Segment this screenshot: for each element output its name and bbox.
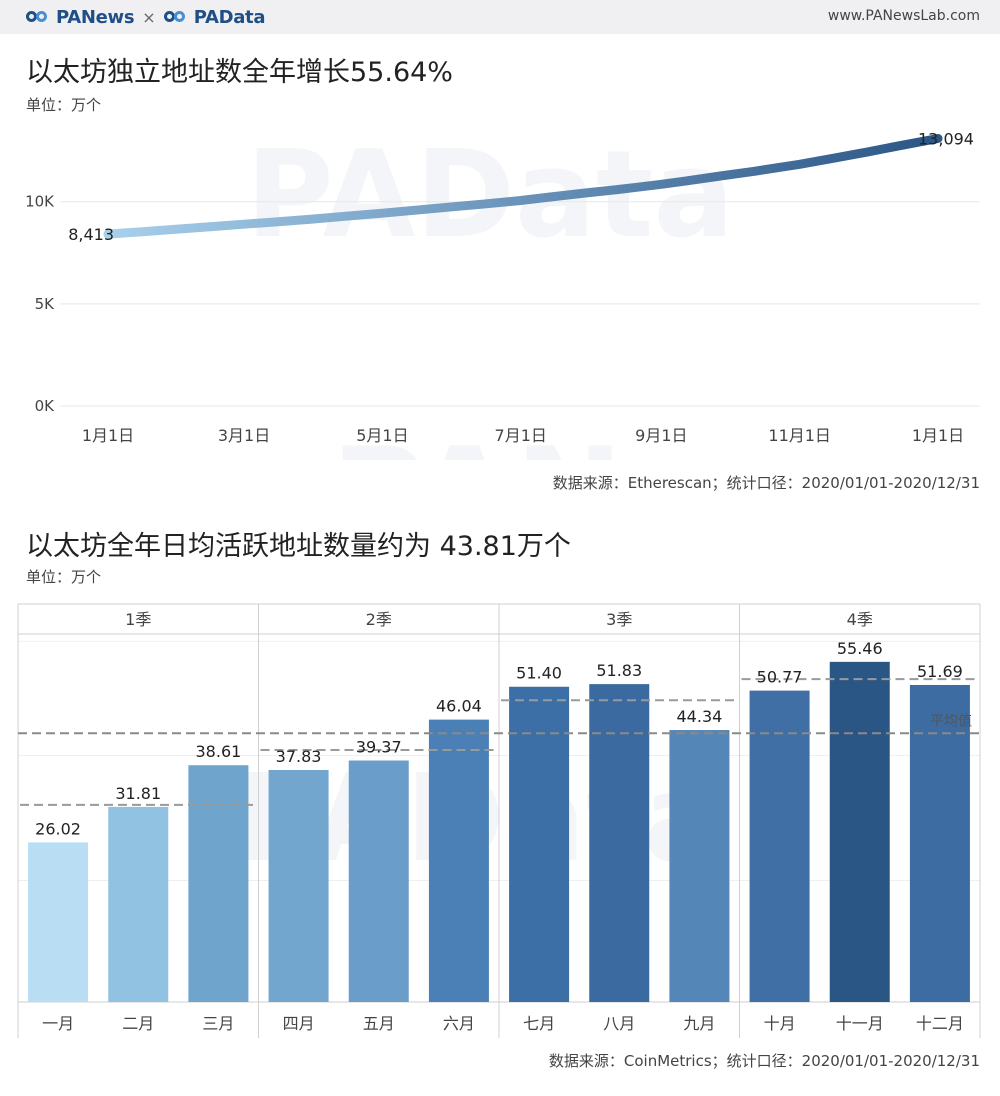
bar-value-label: 44.34 bbox=[677, 707, 723, 726]
bar-month bbox=[268, 769, 329, 1002]
line-x-tick-label: 5月1日 bbox=[356, 426, 408, 445]
brand-padata: PAData bbox=[193, 6, 266, 28]
bar-month-label: 十二月 bbox=[916, 1014, 964, 1033]
bar-month-label: 一月 bbox=[42, 1014, 74, 1033]
bar-month-label: 九月 bbox=[683, 1014, 715, 1033]
quarter-header-label: 2季 bbox=[366, 610, 392, 629]
brand-logos: PANews × PAData bbox=[26, 6, 266, 28]
overall-average-label: 平均值 bbox=[930, 713, 972, 729]
brand-panews: PANews bbox=[56, 6, 135, 28]
bar-month bbox=[909, 684, 970, 1002]
site-url[interactable]: www.PANewsLab.com bbox=[827, 8, 980, 24]
line-chart-title: 以太坊独立地址数全年增长55.64% bbox=[26, 57, 453, 88]
line-y-tick-label: 0K bbox=[35, 397, 56, 415]
line-chart: PAData PANews 0K 5K 10K 1月1日 3月1日 5月1日 7月1日 9月… bbox=[25, 126, 980, 460]
bar-value-label: 51.69 bbox=[917, 662, 963, 681]
bar-month bbox=[348, 760, 409, 1002]
brand-separator: × bbox=[142, 7, 156, 27]
bar-month bbox=[829, 661, 890, 1002]
bar-chart-unit: 单位：万个 bbox=[26, 568, 102, 586]
line-x-tick-label: 9月1日 bbox=[635, 426, 687, 445]
line-chart-unit: 单位：万个 bbox=[26, 96, 102, 114]
line-x-tick-label: 1月1日 bbox=[912, 426, 964, 445]
bar-month bbox=[188, 765, 249, 1002]
bar-month-label: 四月 bbox=[283, 1014, 315, 1033]
bar-month bbox=[749, 690, 810, 1002]
bar-month-label: 十月 bbox=[764, 1014, 796, 1033]
bar-value-label: 31.81 bbox=[115, 784, 161, 803]
line-y-tick-label: 10K bbox=[25, 193, 55, 211]
bar-month-label: 二月 bbox=[122, 1014, 154, 1033]
bar-month-label: 五月 bbox=[363, 1014, 395, 1033]
line-y-tick-label: 5K bbox=[35, 295, 56, 313]
bar-value-label: 38.61 bbox=[196, 742, 242, 761]
line-chart-source: 数据来源：Etherescan；统计口径：2020/01/01-2020/12/… bbox=[552, 474, 980, 492]
line-data-label: 8,413 bbox=[68, 225, 114, 244]
bar-month-label: 十一月 bbox=[836, 1014, 884, 1033]
bar-chart-title: 以太坊全年日均活跃地址数量约为 43.81万个 bbox=[26, 531, 571, 562]
padata-logo-icon bbox=[163, 9, 192, 25]
bar-value-label: 51.83 bbox=[596, 661, 642, 680]
line-x-tick-label: 11月1日 bbox=[768, 426, 831, 445]
bar-value-label: 55.46 bbox=[837, 639, 883, 658]
bar-month bbox=[28, 842, 89, 1002]
quarter-header-label: 4季 bbox=[847, 610, 873, 629]
bar-value-label: 26.02 bbox=[35, 819, 81, 838]
watermark-padata: PAData bbox=[246, 126, 735, 265]
bar-month-label: 三月 bbox=[202, 1014, 234, 1033]
bar-value-label: 50.77 bbox=[757, 668, 803, 687]
bar-value-label: 37.83 bbox=[276, 747, 322, 766]
quarter-header-label: 1季 bbox=[125, 610, 151, 629]
line-x-tick-label: 1月1日 bbox=[82, 426, 134, 445]
bar-month-label: 七月 bbox=[523, 1014, 555, 1033]
watermark-panews: PANews bbox=[331, 419, 909, 460]
bar-month bbox=[428, 719, 489, 1002]
bar-value-label: 39.37 bbox=[356, 738, 402, 757]
bar-month bbox=[509, 686, 570, 1002]
bar-month bbox=[108, 806, 169, 1002]
line-x-tick-label: 3月1日 bbox=[218, 426, 270, 445]
bar-value-label: 51.40 bbox=[516, 664, 562, 683]
bar-month-label: 八月 bbox=[603, 1014, 635, 1033]
header-bar: PANews × PAData www.PANewsLab.com bbox=[0, 0, 1000, 34]
bar-month bbox=[589, 684, 650, 1002]
quarter-header-label: 3季 bbox=[606, 610, 632, 629]
panews-logo-icon bbox=[26, 9, 54, 25]
line-series-unique-addresses bbox=[103, 134, 943, 239]
bar-chart-source: 数据来源：CoinMetrics；统计口径：2020/01/01-2020/12… bbox=[548, 1052, 980, 1070]
line-x-tick-label: 7月1日 bbox=[495, 426, 547, 445]
bar-value-label: 46.04 bbox=[436, 697, 482, 716]
bar-month-label: 六月 bbox=[443, 1014, 475, 1033]
line-data-label: 13,094 bbox=[918, 130, 974, 149]
bar-month bbox=[669, 730, 730, 1002]
